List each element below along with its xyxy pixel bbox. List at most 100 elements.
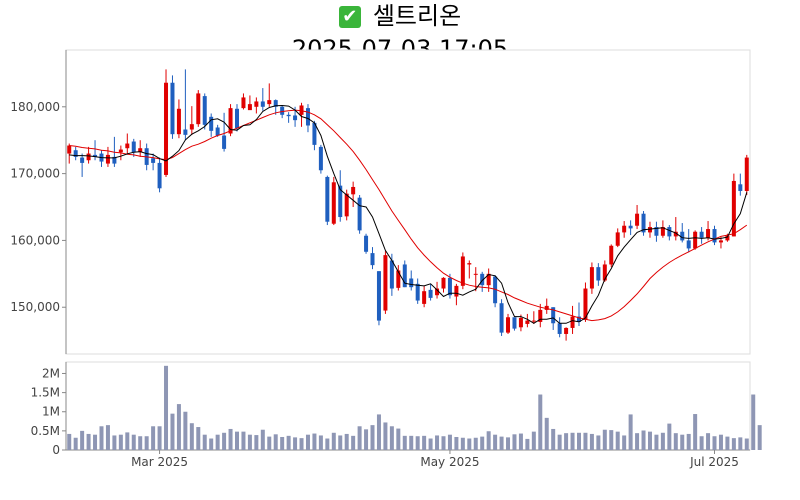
- chart-title: ✔ 셀트리온: [0, 0, 800, 32]
- candle-body: [493, 276, 498, 304]
- candle-body: [706, 229, 711, 238]
- candle-body: [293, 115, 298, 121]
- volume-bar: [609, 430, 614, 450]
- volume-bar: [706, 433, 711, 450]
- candle-body: [286, 114, 291, 117]
- candle-body: [686, 240, 691, 249]
- volume-bar: [273, 434, 278, 450]
- candle-body: [247, 104, 252, 111]
- candle-body: [86, 153, 91, 161]
- volume-bar: [641, 430, 646, 450]
- volume-bar: [615, 431, 620, 450]
- price-panel: [65, 49, 751, 355]
- candle-body: [370, 253, 375, 266]
- volume-bar: [660, 432, 665, 450]
- candle-body: [415, 283, 420, 301]
- volume-bar: [286, 435, 291, 450]
- volume-bar: [512, 434, 517, 450]
- volume-bar: [428, 438, 433, 450]
- candle-body: [260, 101, 265, 107]
- candle-body: [209, 116, 214, 131]
- volume-bar: [176, 404, 181, 450]
- volume-y-tick-label: 1.5M: [31, 386, 60, 400]
- candle-body: [389, 260, 394, 289]
- candle-body: [196, 93, 201, 125]
- candle-body: [73, 150, 78, 157]
- volume-bar: [222, 432, 227, 450]
- volume-bar: [564, 433, 569, 450]
- volume-bar: [325, 438, 330, 450]
- candle-body: [215, 127, 220, 136]
- volume-bar: [654, 434, 659, 450]
- candle-body: [693, 231, 698, 249]
- volume-bar: [151, 426, 156, 450]
- price-y-tick-label: 160,000: [10, 233, 60, 247]
- candle-body: [273, 100, 278, 107]
- volume-bar: [693, 414, 698, 450]
- candle-body: [725, 235, 730, 241]
- volume-bar: [409, 435, 414, 450]
- candle-body: [202, 96, 207, 125]
- candle-body: [564, 327, 569, 334]
- volume-bar: [293, 437, 298, 450]
- candle-body: [151, 158, 156, 163]
- volume-bar: [751, 394, 756, 450]
- volume-y-tick-label: 0.5M: [31, 424, 60, 438]
- candle-body: [570, 316, 575, 328]
- volume-bar: [112, 435, 117, 450]
- volume-bar: [234, 431, 240, 450]
- volume-bar: [596, 435, 601, 450]
- volume-bar: [628, 414, 633, 450]
- volume-y-tick-label: 1M: [42, 405, 60, 419]
- volume-bar: [331, 432, 336, 450]
- candle-body: [718, 240, 723, 243]
- volume-bar: [183, 411, 188, 450]
- volume-bar: [241, 431, 246, 450]
- check-icon: ✔: [338, 6, 361, 28]
- volume-bar: [364, 429, 369, 450]
- candle-body: [435, 288, 440, 296]
- candle-body: [731, 180, 736, 237]
- volume-bar: [538, 394, 543, 450]
- candle-body: [557, 323, 562, 334]
- candle-body: [467, 263, 472, 265]
- volume-bar: [196, 427, 201, 450]
- candle-body: [331, 182, 336, 224]
- candle-body: [344, 193, 349, 217]
- candle-body: [422, 291, 427, 304]
- candle-body: [576, 316, 582, 322]
- volume-bar: [131, 434, 136, 450]
- x-tick-label: Mar 2025: [131, 455, 188, 469]
- volume-bar: [686, 433, 691, 450]
- stock-name: 셀트리온: [372, 2, 462, 30]
- candle-body: [183, 129, 188, 135]
- volume-bar: [557, 434, 562, 450]
- candle-body: [409, 278, 414, 288]
- candle-body: [518, 317, 523, 328]
- volume-bar: [209, 438, 214, 450]
- volume-bar: [254, 435, 259, 450]
- volume-bar: [86, 433, 91, 450]
- candle-body: [583, 288, 588, 320]
- candle-body: [67, 145, 72, 154]
- volume-bar: [118, 434, 123, 450]
- candle-body: [628, 225, 633, 229]
- volume-bar: [338, 435, 343, 450]
- x-tick-label: May 2025: [420, 455, 479, 469]
- candle-body: [531, 320, 536, 322]
- candle-body: [622, 225, 627, 233]
- candle-body: [454, 285, 459, 297]
- volume-bar: [725, 436, 730, 450]
- volume-bar: [383, 422, 388, 450]
- candle-body: [738, 184, 743, 191]
- volume-bar: [738, 437, 743, 450]
- volume-bar: [744, 438, 749, 450]
- candle-body: [338, 185, 343, 218]
- candle-body: [428, 289, 433, 298]
- candle-body: [254, 101, 259, 107]
- price-y-tick-label: 170,000: [10, 167, 60, 181]
- candle-body: [441, 277, 446, 289]
- volume-bar: [583, 432, 588, 450]
- volume-bar: [622, 435, 627, 450]
- volume-bar: [551, 428, 556, 450]
